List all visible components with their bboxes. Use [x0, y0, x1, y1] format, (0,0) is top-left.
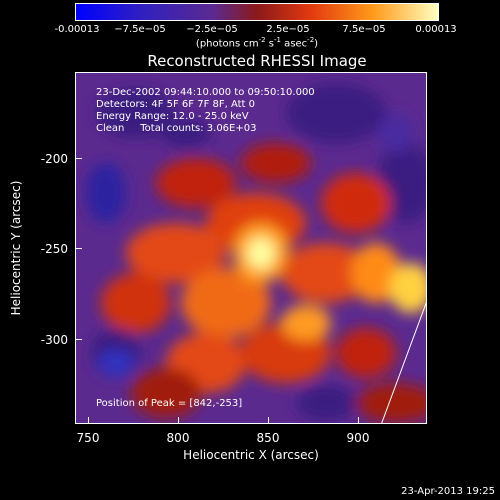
timestamp: 23-Apr-2013 19:25	[401, 486, 495, 497]
info-line-time: 23-Dec-2002 09:44:10.000 to 09:50:10.000	[96, 87, 315, 98]
image-blob	[131, 368, 201, 418]
info-line-energy: Energy Range: 12.0 - 25.0 keV	[96, 111, 249, 122]
image-plot: 23-Dec-2002 09:44:10.000 to 09:50:10.000…	[75, 72, 427, 424]
image-blob	[101, 273, 171, 333]
info-line-counts: Clean Total counts: 3.06E+03	[96, 123, 257, 134]
image-blob	[181, 268, 271, 338]
solar-limb-line	[381, 301, 426, 423]
image-blob	[296, 385, 356, 421]
image-blob	[336, 328, 396, 378]
y-tickmark	[76, 158, 82, 159]
image-blob	[86, 163, 126, 223]
image-blob	[98, 349, 134, 377]
image-blob	[281, 243, 371, 303]
peak-position: Position of Peak = [842,-253]	[96, 398, 243, 409]
x-tick-label: 850	[256, 431, 280, 445]
x-axis-label: Heliocentric X (arcsec)	[183, 448, 319, 462]
image-blob	[161, 118, 211, 148]
colorbar	[75, 3, 439, 21]
colorbar-tick: 2.5e−05	[266, 24, 310, 35]
image-blob	[389, 263, 426, 313]
x-tickmark	[178, 417, 179, 423]
colorbar-tick: -0.00013	[54, 24, 100, 35]
y-tick-label: -250	[40, 242, 68, 256]
x-tick-label: 750	[76, 431, 100, 445]
image-blob	[321, 173, 391, 233]
image-blob	[126, 223, 226, 283]
image-blob	[247, 237, 275, 269]
x-tick-label: 900	[346, 431, 370, 445]
x-tickmark	[88, 417, 89, 423]
colorbar-tick: −7.5e−05	[114, 24, 166, 35]
colorbar-tick: −2.5e−05	[186, 24, 238, 35]
y-tickmark	[76, 339, 82, 340]
image-blob	[286, 83, 386, 143]
image-blob	[156, 158, 236, 208]
info-line-detectors: Detectors: 4F 5F 6F 7F 8F, Att 0	[96, 99, 256, 110]
colorbar-unit: (photons cm-2 s-1 asec-2)	[195, 36, 319, 50]
y-tick-label: -200	[40, 152, 68, 166]
plot-title: Reconstructed RHESSI Image	[147, 52, 367, 70]
image-blob	[351, 243, 401, 303]
y-tickmark	[76, 248, 82, 249]
image-map	[86, 83, 426, 423]
y-tick-label: -300	[40, 333, 68, 347]
colorbar-tick: 0.00013	[415, 24, 457, 35]
x-tickmark	[268, 417, 269, 423]
image-blob	[241, 143, 311, 183]
x-tickmark	[358, 417, 359, 423]
image-blob	[378, 113, 414, 153]
colorbar-tick: 7.5e−05	[342, 24, 386, 35]
x-tick-label: 800	[166, 431, 190, 445]
image-blob	[96, 88, 176, 138]
image-blob	[356, 383, 426, 423]
image-blob	[281, 305, 331, 341]
